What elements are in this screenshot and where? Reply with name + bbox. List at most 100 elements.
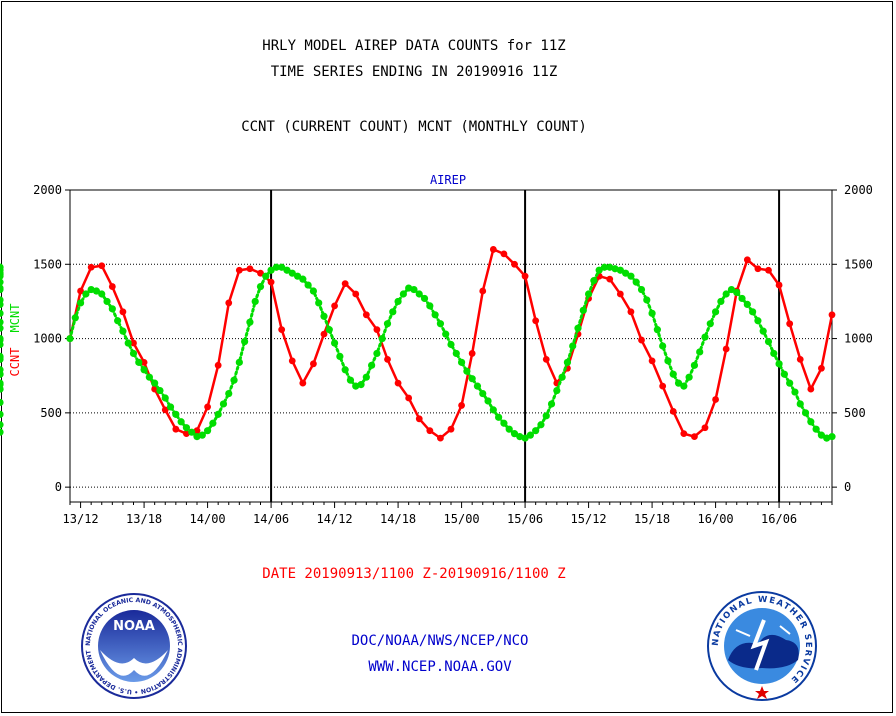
data-point-mcnt (637, 285, 646, 294)
data-point-ccnt (722, 345, 730, 353)
data-point-mcnt (733, 288, 741, 297)
y-tick-label-left: 0 (55, 480, 62, 494)
data-point-ccnt (796, 355, 804, 363)
data-point-mcnt (537, 421, 545, 429)
data-point-mcnt (108, 305, 116, 313)
data-point-mcnt (394, 297, 402, 306)
data-point-mcnt (410, 285, 418, 294)
ylabel-ccnt: CCNT (8, 348, 22, 377)
data-point-mcnt (209, 419, 217, 427)
data-point-ccnt (659, 382, 667, 390)
data-point-mcnt (532, 427, 540, 435)
x-tick-label: 14/00 (190, 512, 226, 526)
data-point-mcnt (320, 312, 328, 320)
y-tick-label-right: 1000 (844, 332, 873, 346)
data-point-mcnt (256, 282, 265, 291)
data-point-mcnt (368, 361, 376, 369)
data-point-mcnt (669, 370, 677, 378)
data-point-ccnt (828, 311, 836, 319)
data-point-mcnt (579, 306, 587, 314)
data-point-ccnt (616, 290, 624, 298)
data-point-mcnt (98, 290, 106, 298)
data-point-mcnt (775, 360, 783, 368)
data-point-ccnt (754, 265, 762, 273)
data-point-mcnt (0, 352, 4, 360)
data-point-mcnt (584, 290, 593, 298)
data-point-mcnt (600, 263, 609, 271)
data-point-ccnt (320, 330, 328, 338)
data-point-mcnt (198, 431, 206, 439)
data-point-ccnt (680, 430, 688, 438)
data-point-mcnt (500, 419, 508, 427)
y-tick-label-left: 1000 (33, 332, 62, 346)
data-point-mcnt (0, 410, 4, 418)
data-point-ccnt (204, 403, 211, 411)
x-tick-label: 15/00 (444, 512, 480, 526)
data-point-mcnt (0, 385, 4, 393)
data-point-mcnt (738, 294, 746, 303)
data-point-mcnt (341, 366, 349, 374)
nws-logo: NATIONAL WEATHER SERVICE (707, 591, 817, 701)
data-point-ccnt (542, 355, 550, 363)
data-point-ccnt (288, 357, 296, 365)
data-point-mcnt (188, 428, 196, 436)
data-point-mcnt (553, 386, 561, 395)
data-point-mcnt (807, 418, 815, 426)
data-point-mcnt (156, 386, 164, 395)
data-point-mcnt (452, 349, 460, 358)
data-point-mcnt (542, 412, 550, 420)
data-point-mcnt (489, 406, 497, 414)
data-point-ccnt (405, 394, 413, 402)
data-point-mcnt (786, 379, 794, 387)
data-point-ccnt (743, 256, 751, 264)
data-point-mcnt (299, 275, 307, 283)
data-point-mcnt (495, 413, 503, 421)
data-point-mcnt (129, 349, 138, 358)
data-point-ccnt (489, 246, 497, 253)
data-point-ccnt (638, 336, 645, 344)
data-point-mcnt (595, 266, 603, 274)
data-point-mcnt (272, 263, 280, 271)
data-point-ccnt (214, 361, 222, 369)
data-point-mcnt (71, 314, 79, 322)
data-point-mcnt (817, 431, 826, 439)
data-point-mcnt (309, 287, 318, 295)
data-point-ccnt (225, 299, 233, 307)
data-point-mcnt (674, 379, 683, 387)
data-point-ccnt (394, 379, 402, 387)
y-tick-label-right: 1500 (844, 257, 873, 271)
data-point-mcnt (225, 389, 233, 398)
data-point-mcnt (442, 330, 450, 338)
data-point-mcnt (622, 269, 630, 277)
data-point-mcnt (505, 425, 513, 433)
data-point-ccnt (362, 311, 370, 319)
data-point-ccnt (384, 355, 391, 363)
data-point-mcnt (447, 340, 455, 349)
data-point-mcnt (659, 342, 667, 350)
footer-org: DOC/NOAA/NWS/NCEP/NCO (351, 633, 529, 649)
data-point-ccnt (458, 402, 465, 409)
data-point-mcnt (114, 317, 122, 325)
data-point-mcnt (82, 290, 90, 298)
data-point-ccnt (257, 269, 264, 277)
data-point-mcnt (0, 318, 4, 326)
data-point-ccnt (691, 433, 698, 441)
data-point-ccnt (807, 385, 815, 393)
data-point-mcnt (140, 366, 148, 374)
data-point-mcnt (76, 299, 85, 307)
chart-header-line3: CCNT (CURRENT COUNT) MCNT (MONTHLY COUNT… (241, 119, 587, 135)
data-point-mcnt (759, 327, 767, 335)
data-point-ccnt (479, 287, 487, 295)
data-point-mcnt (0, 334, 4, 343)
data-point-mcnt (463, 367, 471, 375)
data-point-mcnt (812, 425, 820, 433)
data-point-mcnt (288, 269, 296, 277)
footer-url: WWW.NCEP.NOAA.GOV (368, 659, 512, 675)
data-point-mcnt (0, 340, 4, 349)
data-point-ccnt (310, 360, 317, 368)
data-point-mcnt (283, 266, 291, 274)
data-point-mcnt (230, 376, 238, 384)
data-point-ccnt (341, 280, 349, 287)
data-point-mcnt (246, 318, 254, 326)
